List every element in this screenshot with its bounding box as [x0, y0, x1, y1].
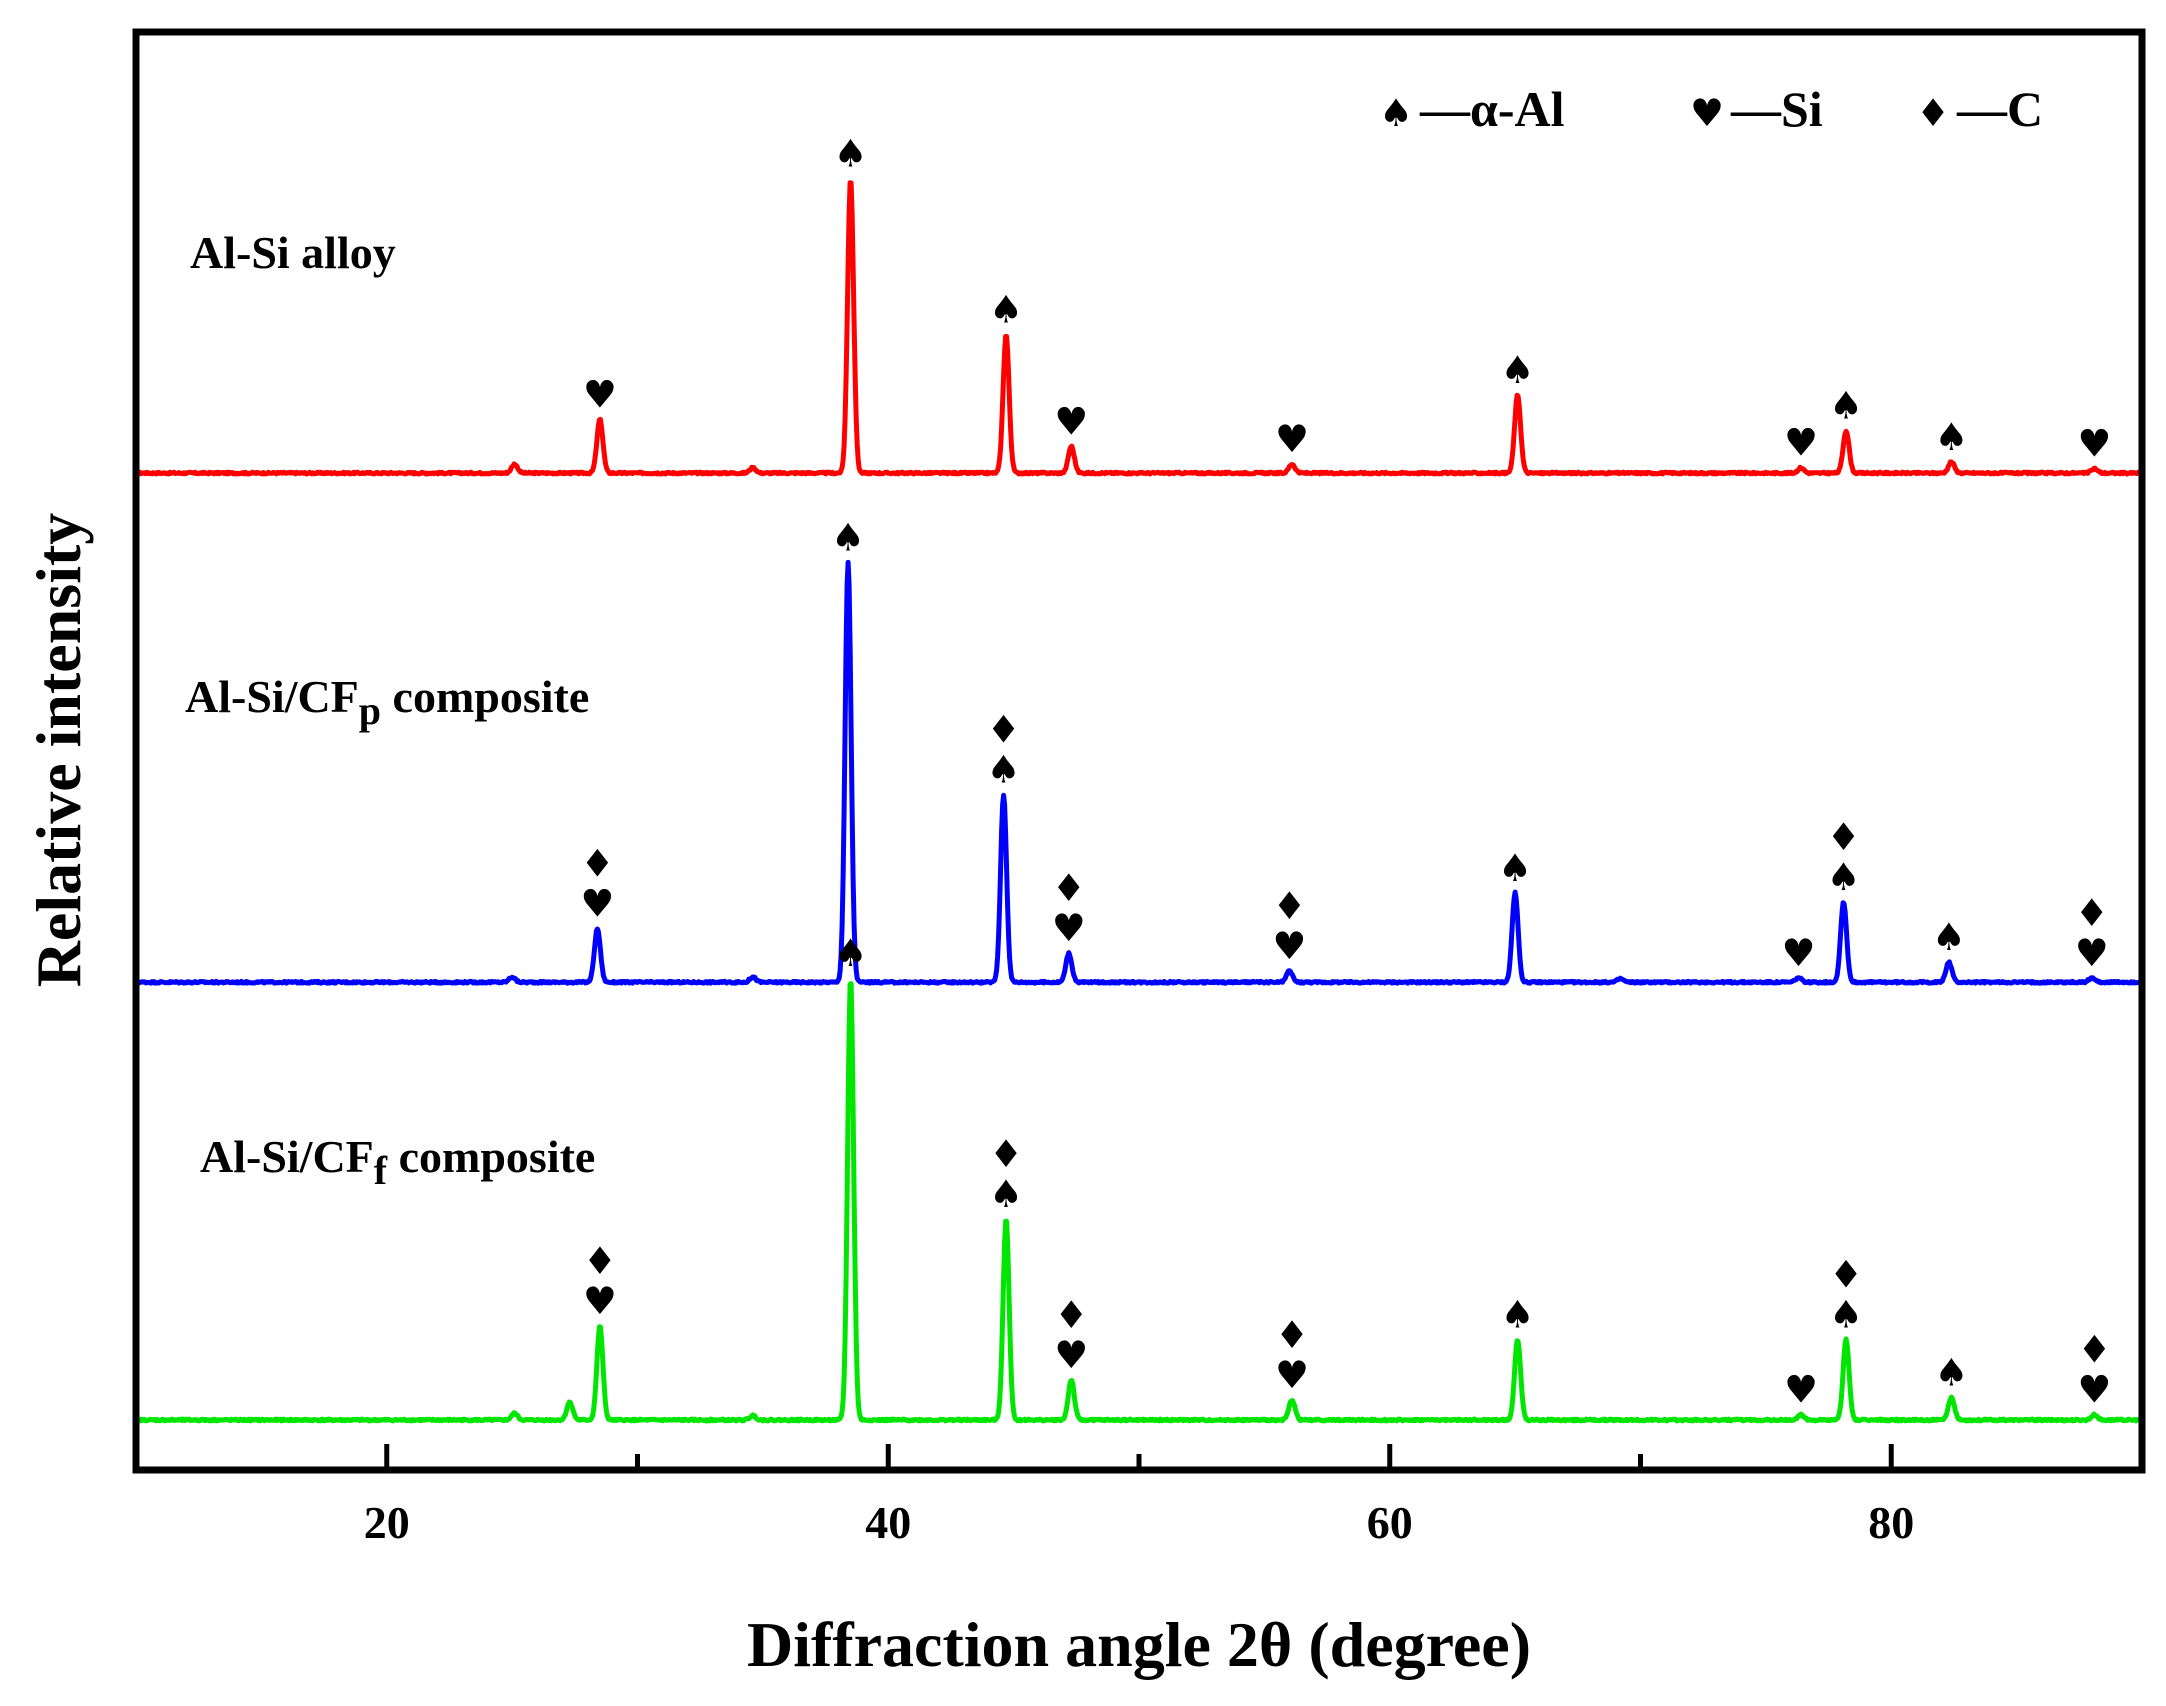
peak-marker-1-5-1: ♥: [1275, 417, 1309, 461]
peak-marker-3-3-2: ♠: [989, 1172, 1023, 1216]
peak-marker-3-10-2: ♥: [2077, 1368, 2111, 1412]
peak-marker-2-3-1: ♦: [987, 708, 1021, 752]
peak-marker-1-10-1: ♥: [2077, 422, 2111, 466]
legend: ♠ —α-Al ♥ —Si ♦ —C: [1379, 81, 2043, 137]
peak-marker-2-3-2: ♠: [987, 748, 1021, 792]
peak-marker-2-7-1: ♥: [1781, 931, 1815, 975]
peak-marker-1-8-1: ♠: [1829, 384, 1863, 428]
peak-marker-2-5-2: ♥: [1272, 924, 1306, 968]
x-tick-label-80: 80: [1868, 1497, 1914, 1548]
legend-entry-1: —α-Al: [1419, 81, 1565, 137]
peak-marker-3-10-1: ♦: [2077, 1328, 2111, 1372]
plot-traces: [134, 180, 2144, 1424]
series-line-1: [134, 180, 2144, 477]
series-line-3: [134, 981, 2144, 1424]
peak-marker-2-8-1: ♦: [1827, 815, 1861, 859]
peak-marker-3-1-1: ♦: [583, 1239, 617, 1283]
peak-marker-2-6-1: ♠: [1498, 846, 1532, 890]
peak-marker-3-4-1: ♦: [1054, 1293, 1088, 1337]
peak-marker-3-7-1: ♥: [1784, 1368, 1818, 1412]
peak-markers: ♥♠♠♥ ♥♠♥♠♠ ♥♦♥♠♦♠♦♥♦♥♠♥♦♠♠♦♥♦♥♠♦♠♦♥ ♦♥♠♥♦♠♠…: [580, 131, 2111, 1411]
peak-marker-2-2-1: ♠: [831, 515, 865, 559]
y-axis-title: Relative intensity: [23, 513, 94, 988]
peak-marker-3-4-2: ♥: [1054, 1333, 1088, 1377]
legend-entry-3: —C: [1956, 81, 2043, 137]
peak-marker-2-8-2: ♠: [1827, 855, 1861, 899]
peak-marker-3-2-1: ♠: [834, 931, 868, 975]
peak-marker-3-8-1: ♦: [1829, 1253, 1863, 1297]
peak-marker-3-3-1: ♦: [989, 1132, 1023, 1176]
spade-icon: ♠: [1379, 91, 1413, 135]
x-tick-label-40: 40: [865, 1497, 911, 1548]
peak-marker-2-5-1: ♦: [1272, 884, 1306, 928]
x-tick-label-20: 20: [364, 1497, 410, 1548]
peak-marker-1-2-1: ♠: [834, 131, 868, 175]
x-tick-label-60: 60: [1367, 1497, 1413, 1548]
peak-marker-3-1-2: ♥: [583, 1279, 617, 1323]
peak-marker-1-3-1: ♠: [989, 288, 1023, 332]
peak-marker-2-1-2: ♥: [580, 882, 614, 926]
peak-marker-3-5-1: ♦: [1275, 1313, 1309, 1357]
x-axis-ticks: 20 40 60 80: [364, 1444, 1914, 1548]
peak-marker-3-6-1: ♠: [1501, 1293, 1535, 1337]
peak-marker-1-6-1: ♠: [1501, 348, 1535, 392]
diamond-icon: ♦: [1916, 91, 1950, 135]
legend-entry-2: —Si: [1730, 81, 1823, 137]
peak-marker-2-4-2: ♥: [1052, 906, 1086, 950]
peak-marker-3-9-1: ♠: [1934, 1351, 1968, 1395]
series-labels: Al-Si alloy Al-Si/CFp composite Al-Si/CFf …: [185, 227, 595, 1193]
peak-marker-2-10-1: ♦: [2075, 891, 2109, 935]
peak-marker-1-9-1: ♠: [1934, 415, 1968, 459]
series-label-1: Al-Si alloy: [190, 227, 396, 278]
series-line-2: [134, 559, 2144, 986]
peak-marker-1-7-1: ♥: [1784, 421, 1818, 465]
peak-marker-1-4-1: ♥: [1054, 399, 1088, 443]
peak-marker-2-9-1: ♠: [1932, 915, 1966, 959]
x-axis-title: Diffraction angle 2θ (degree): [747, 1609, 1531, 1680]
peak-marker-2-4-1: ♦: [1052, 866, 1086, 910]
peak-marker-1-1-1: ♥: [583, 373, 617, 417]
heart-icon: ♥: [1690, 91, 1724, 135]
series-label-3: Al-Si/CFf composite: [200, 1131, 595, 1193]
peak-marker-3-8-2: ♠: [1829, 1293, 1863, 1337]
peak-marker-2-1-1: ♦: [580, 842, 614, 886]
peak-marker-2-10-2: ♥: [2075, 931, 2109, 975]
peak-marker-3-5-2: ♥: [1275, 1353, 1309, 1397]
series-label-2: Al-Si/CFp composite: [185, 671, 589, 733]
